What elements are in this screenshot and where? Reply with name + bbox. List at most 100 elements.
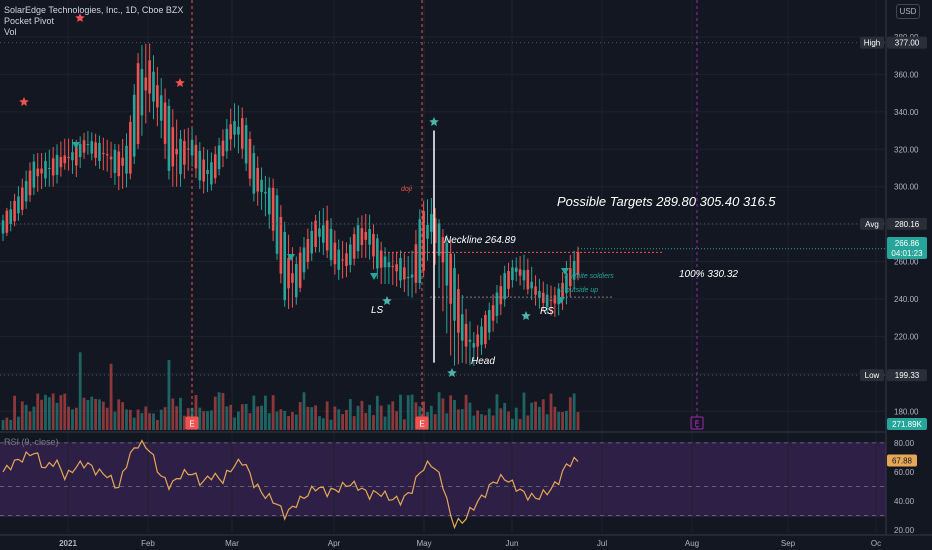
volume-bar (82, 397, 86, 430)
candle-body (44, 160, 47, 179)
candle-body (264, 191, 267, 194)
candle-body (572, 260, 576, 280)
volume-bar (480, 414, 483, 430)
doji-label[interactable]: doji (401, 186, 412, 193)
candle-body (383, 256, 387, 268)
candle-body (349, 244, 352, 265)
candle-body (399, 258, 402, 281)
volume-bar (495, 394, 499, 430)
candle-body (167, 105, 171, 171)
neckline-label[interactable]: Neckline 264.89 (444, 235, 516, 246)
candle-body (310, 230, 314, 254)
candle-body (75, 144, 78, 166)
price-tick-label: 320.00 (894, 145, 919, 154)
volume-bar (260, 405, 263, 430)
avg-tag-label-bg (860, 217, 884, 230)
volume-bar (565, 410, 568, 430)
volume-bar (406, 395, 410, 430)
candle-body (422, 211, 425, 271)
candle-body (302, 247, 306, 273)
left-shoulder-label[interactable]: LS (371, 305, 384, 316)
candle-body (541, 292, 545, 303)
volume-bar (5, 417, 9, 430)
volume-bar (167, 360, 171, 430)
candle-body (457, 289, 460, 333)
candle-body (32, 161, 36, 188)
rsi-legend[interactable]: RSI (9, close) (4, 437, 59, 447)
volume-bar (121, 402, 125, 430)
candle-body (514, 267, 518, 272)
volume-bar (379, 405, 383, 430)
volume-bar (476, 410, 480, 430)
candle-body (159, 95, 163, 121)
volume-bar (391, 401, 395, 430)
volume-bar (240, 404, 244, 430)
volume-bar (429, 405, 433, 430)
rsi-current-bg (887, 454, 917, 467)
volume-bar (449, 395, 453, 430)
volume-bar (202, 411, 206, 430)
head-label[interactable]: Head (471, 356, 495, 367)
candle-body (240, 118, 244, 149)
volume-bar (221, 392, 225, 430)
candle-body (356, 225, 360, 252)
volume-bar (267, 413, 271, 430)
candle-body (391, 266, 395, 268)
volume-bar (182, 415, 186, 430)
price-tick-label: 220.00 (894, 332, 919, 341)
candle-body (372, 233, 375, 257)
volume-bar (144, 406, 148, 430)
candle-body (48, 167, 51, 169)
candle-body (152, 71, 155, 102)
volume-bar (561, 411, 564, 430)
volume-bar (364, 412, 368, 430)
volume-bar (32, 406, 36, 430)
candle-body (233, 121, 236, 135)
volume-bar (318, 416, 321, 430)
volume-bar (348, 399, 352, 430)
time-tick-label: Feb (141, 539, 155, 548)
volume-bar (507, 411, 510, 430)
symbol-title[interactable]: SolarEdge Technologies, Inc., 1D, Cboe B… (4, 5, 184, 15)
volume-bar (456, 409, 460, 430)
candle-body (24, 181, 28, 202)
currency-button[interactable]: USD (896, 4, 920, 19)
volume-bar (125, 409, 128, 430)
volume-bar (291, 412, 294, 430)
volume-bar (437, 392, 441, 430)
candlesticks (1, 43, 580, 366)
low-tag-value-bg (887, 369, 927, 382)
pocket-pivot-red-star (75, 13, 85, 23)
possible-targets-label[interactable]: Possible Targets 289.80 305.40 316.5 (557, 194, 776, 209)
price-tick-label: 340.00 (894, 108, 919, 117)
candle-body (291, 273, 294, 283)
rsi-tick-label: 20.00 (894, 526, 915, 535)
volume-bar (9, 419, 13, 430)
indicator-volume[interactable]: Vol (4, 27, 17, 37)
volume-bar (445, 413, 449, 430)
time-tick-label: Jun (506, 539, 519, 548)
candle-body (395, 264, 398, 272)
volume-bar (468, 402, 472, 430)
volume-bar (329, 419, 333, 430)
candle-body (252, 153, 256, 194)
candle-body (472, 343, 476, 348)
volume-bar (28, 411, 32, 430)
pocket-pivot-green-star (429, 117, 439, 127)
right-shoulder-label[interactable]: RS (540, 306, 554, 317)
volume-bar (47, 397, 51, 430)
outside-up-label[interactable]: 3 outside up (560, 287, 599, 294)
low-tag-value: 199.33 (895, 371, 920, 380)
volume-bar (325, 401, 329, 430)
volume-bar (55, 402, 59, 430)
indicator-pocket-pivot[interactable]: Pocket Pivot (4, 16, 55, 26)
volume-bar (541, 399, 545, 430)
high-tag-label-bg (860, 36, 884, 49)
volume-bar (483, 415, 487, 430)
target-pct-label[interactable]: 100% 330.32 (679, 269, 738, 280)
volume-bar (572, 393, 576, 430)
candle-body (576, 251, 580, 275)
volume-bar (44, 394, 47, 430)
white-soldiers-label[interactable]: 3 White soldiers (564, 273, 614, 280)
